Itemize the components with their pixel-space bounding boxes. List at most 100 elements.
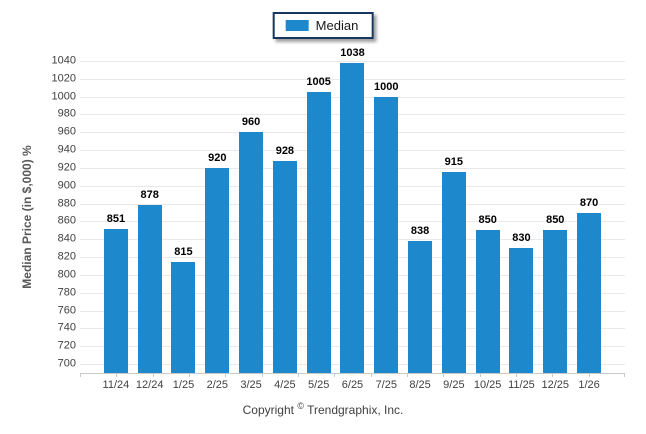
bar-value-label: 1005	[306, 76, 331, 89]
copyright-suffix: Trendgraphix, Inc.	[307, 403, 404, 417]
bar[interactable]	[509, 248, 534, 373]
x-axis-tickmark	[443, 373, 445, 377]
bar-value-label: 928	[275, 144, 295, 157]
x-tick-label: 12/25	[541, 379, 570, 391]
bar-slot: 851	[99, 61, 133, 373]
bar-value-label: 920	[208, 151, 227, 164]
bar[interactable]	[306, 92, 331, 373]
y-tick-label: 820	[57, 250, 76, 263]
y-tick-label: 860	[57, 214, 76, 227]
x-tick-label: 1/25	[172, 379, 195, 391]
gridline	[80, 61, 625, 62]
bar-slot: 850	[471, 61, 505, 373]
x-tick-label: 4/25	[274, 379, 296, 391]
x-axis-tickmark	[152, 373, 154, 377]
y-tick-label: 920	[57, 161, 76, 174]
bar-value-label: 838	[410, 225, 430, 238]
x-tick-label: 11/24	[102, 379, 130, 391]
bar[interactable]	[577, 212, 602, 373]
x-axis-tickmark	[261, 373, 263, 377]
x-axis-tickmark	[516, 373, 517, 377]
bar-value-label: 850	[478, 214, 497, 227]
bar-slot: 920	[200, 61, 234, 373]
y-tick-label: 1020	[51, 72, 76, 85]
bar-value-label: 851	[106, 213, 126, 226]
y-tick-label: 800	[57, 268, 76, 281]
bar-slot: 838	[403, 61, 437, 373]
x-axis-tickmark	[334, 373, 336, 377]
bar[interactable]	[374, 96, 399, 373]
x-tick-label: 2/25	[206, 379, 228, 391]
x-tick-label: 1/26	[578, 379, 600, 391]
legend[interactable]: Median	[272, 12, 374, 39]
x-axis-tickmark	[225, 373, 227, 377]
y-tick-label: 1000	[51, 90, 76, 103]
x-axis-tickmark	[624, 373, 625, 377]
bar-value-label: 878	[140, 189, 159, 202]
x-tick-label: 12/24	[135, 379, 164, 391]
bar[interactable]	[543, 230, 568, 373]
y-tick-label: 780	[57, 286, 76, 299]
bar-value-label: 870	[579, 196, 599, 209]
bar[interactable]	[239, 132, 264, 373]
x-tick-label: 9/25	[443, 379, 465, 391]
bar-value-label: 830	[512, 232, 531, 245]
y-tick-label: 700	[57, 357, 76, 370]
bar-slot: 1038	[336, 47, 370, 373]
bar[interactable]	[340, 62, 365, 373]
bar[interactable]	[272, 160, 297, 373]
x-axis-tickmark	[479, 373, 481, 377]
x-axis-tickmark	[189, 373, 190, 377]
x-axis-tickmark	[552, 373, 554, 377]
bar[interactable]	[137, 205, 162, 373]
bar[interactable]	[171, 261, 196, 373]
y-tick-label: 960	[57, 125, 76, 138]
bar-slot: 928	[268, 61, 302, 373]
bar[interactable]	[408, 241, 433, 373]
bar-slot: 1005	[302, 61, 336, 373]
bar[interactable]	[441, 172, 466, 373]
legend-swatch-median	[285, 20, 309, 31]
y-tick-label: 900	[57, 179, 76, 192]
x-axis-labels: 11/24 12/24 1/25 2/25 3/25 4/25 5/25 6/25 7/25 8/…	[99, 379, 606, 391]
bar-slot: 870	[572, 61, 606, 373]
x-tick-label: 10/25	[473, 379, 502, 391]
bar-value-label: 915	[444, 156, 464, 169]
y-tick-label: 740	[57, 321, 76, 334]
copyright-text: Copyright © Trendgraphix, Inc.	[0, 401, 646, 418]
bar[interactable]	[205, 167, 230, 373]
plot-area: 851 878 815 920 960 928 1005 1038 1000 838 915 850 8…	[80, 47, 625, 374]
copyright-symbol: ©	[297, 401, 304, 411]
bar-slot: 850	[538, 61, 572, 373]
y-tick-label: 940	[57, 143, 76, 156]
bar-value-label: 1000	[374, 80, 399, 93]
bar-value-label: 960	[241, 116, 261, 129]
x-axis-tickmark	[116, 373, 118, 377]
bar-slot: 815	[167, 61, 201, 373]
y-tick-label: 1040	[51, 54, 76, 67]
x-tick-label: 11/25	[508, 379, 535, 391]
bar-value-label: 1038	[340, 46, 365, 59]
y-tick-label: 840	[57, 232, 76, 245]
x-tick-label: 3/25	[240, 379, 262, 391]
y-tick-label: 760	[57, 304, 76, 317]
y-tick-label: 980	[57, 107, 76, 120]
bar-value-label: 850	[546, 214, 565, 227]
bar[interactable]	[475, 230, 500, 373]
x-axis-tickmark	[298, 373, 299, 377]
legend-label: Median	[315, 18, 359, 33]
bar[interactable]	[103, 229, 128, 373]
copyright-prefix: Copyright	[242, 403, 294, 417]
bar-slot: 960	[234, 61, 268, 373]
x-axis-tickmark	[588, 373, 590, 377]
x-tick-label: 6/25	[341, 379, 364, 391]
bar-slot: 1000	[369, 61, 403, 373]
bar-series-median: 851 878 815 920 960 928 1005 1038 1000 838 915 850 8…	[99, 47, 606, 373]
bar-slot: 830	[505, 61, 539, 373]
y-axis-tick-labels: 1040 1020 1000 980 960 940 920 900 880 860 840 820 8…	[0, 55, 76, 373]
x-tick-label: 5/25	[307, 379, 330, 391]
y-tick-label: 720	[57, 339, 76, 352]
bar-slot: 915	[437, 61, 471, 373]
x-tick-label: 8/25	[409, 379, 431, 391]
